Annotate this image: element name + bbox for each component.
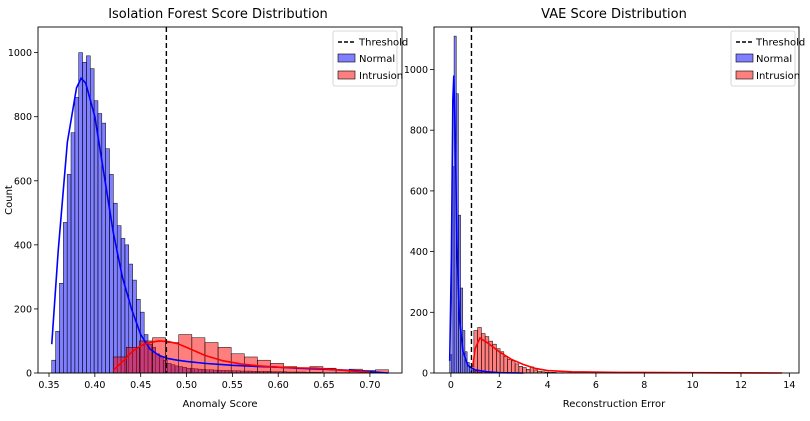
normal-bar xyxy=(116,225,122,374)
y-tick-label: 600 xyxy=(410,186,428,197)
y-tick-label: 0 xyxy=(26,369,32,380)
y-tick-label: 400 xyxy=(410,247,428,258)
y-tick-label: 200 xyxy=(410,308,428,319)
intrusion-kde-line xyxy=(112,340,370,374)
y-tick-label: 400 xyxy=(14,240,32,251)
legend-intrusion-label: Intrusion xyxy=(756,71,800,82)
x-tick-label: 8 xyxy=(641,380,647,391)
x-axis-ticks: 0.35 0.40 0.45 0.50 0.55 0.60 0.65 0.70 xyxy=(38,373,380,391)
normal-bars xyxy=(51,52,357,374)
x-tick-label: 10 xyxy=(687,380,699,391)
vae-title: VAE Score Distribution xyxy=(541,7,687,22)
normal-bar xyxy=(51,359,56,374)
normal-bar xyxy=(113,202,118,374)
y-tick-label: 200 xyxy=(14,304,32,315)
x-axis-label: Anomaly Score xyxy=(182,399,257,410)
normal-bar xyxy=(74,97,79,374)
y-axis-ticks: 0 200 400 600 800 1000 xyxy=(8,48,38,380)
intrusion-bar xyxy=(507,359,512,374)
y-axis-label: Count xyxy=(4,185,15,215)
intrusion-bars xyxy=(473,327,565,374)
legend: Threshold Normal Intrusion xyxy=(332,30,408,87)
normal-bars xyxy=(449,35,485,374)
legend-normal-swatch xyxy=(337,53,356,63)
legend-normal-label: Normal xyxy=(756,54,792,65)
intrusion-bar xyxy=(514,363,520,374)
intrusion-bar xyxy=(503,356,508,374)
x-tick-label: 0.40 xyxy=(84,380,105,391)
normal-bar xyxy=(66,174,72,374)
x-tick-label: 4 xyxy=(545,380,551,391)
x-tick-label: 0.55 xyxy=(222,380,243,391)
y-tick-label: 600 xyxy=(14,176,32,187)
plot-frame xyxy=(37,26,403,374)
x-tick-label: 0.70 xyxy=(359,380,380,391)
intrusion-bar xyxy=(178,334,193,374)
legend-threshold-label: Threshold xyxy=(755,38,805,49)
y-tick-label: 1000 xyxy=(404,65,428,76)
x-axis-label: Reconstruction Error xyxy=(563,399,666,410)
intrusion-bar xyxy=(522,367,527,374)
normal-bar xyxy=(93,100,99,374)
intrusion-bars xyxy=(112,334,389,374)
plot-frame xyxy=(433,26,800,374)
x-tick-label: 14 xyxy=(783,380,795,391)
legend-intrusion-label: Intrusion xyxy=(359,71,403,82)
isolation-forest-panel: Isolation Forest Score Distribution 0.35… xyxy=(4,7,408,410)
legend-normal-swatch xyxy=(735,53,754,63)
normal-bar xyxy=(86,55,91,374)
x-tick-label: 0.50 xyxy=(176,380,197,391)
intrusion-bar xyxy=(477,327,482,374)
intrusion-bar xyxy=(526,369,531,374)
legend: Threshold Normal Intrusion xyxy=(730,30,805,87)
legend-threshold-label: Threshold xyxy=(358,38,408,49)
y-tick-label: 800 xyxy=(14,112,32,123)
isolation-forest-title: Isolation Forest Score Distribution xyxy=(108,7,328,22)
legend-intrusion-swatch xyxy=(735,70,754,80)
x-tick-label: 0.45 xyxy=(130,380,151,391)
normal-bar xyxy=(105,148,110,374)
normal-bar xyxy=(82,61,87,374)
normal-bar xyxy=(109,174,114,374)
y-tick-label: 0 xyxy=(422,369,428,380)
normal-bar xyxy=(70,132,76,374)
x-tick-label: 6 xyxy=(593,380,599,391)
normal-bar xyxy=(78,52,83,374)
intrusion-bar xyxy=(511,360,516,374)
normal-bar xyxy=(63,222,68,374)
intrusion-bar xyxy=(533,369,538,374)
x-tick-label: 0.65 xyxy=(313,380,334,391)
intrusion-bar xyxy=(518,366,523,374)
x-tick-label: 12 xyxy=(735,380,747,391)
normal-bar xyxy=(55,331,60,374)
normal-bar xyxy=(59,283,64,374)
y-tick-label: 800 xyxy=(410,126,428,137)
x-tick-label: 0.60 xyxy=(268,380,289,391)
x-tick-label: 0 xyxy=(448,380,454,391)
intrusion-kde-line xyxy=(471,336,783,374)
x-tick-label: 2 xyxy=(496,380,502,391)
legend-intrusion-swatch xyxy=(337,70,356,80)
x-tick-label: 0.35 xyxy=(38,380,59,391)
y-axis-ticks: 0 200 400 600 800 1000 xyxy=(404,65,434,380)
vae-panel: VAE Score Distribution 0 2 4 6 8 10 12 14 0 200 4… xyxy=(404,7,805,410)
y-tick-label: 1000 xyxy=(8,48,32,59)
normal-bar xyxy=(120,238,126,374)
normal-kde-line xyxy=(448,75,524,374)
x-axis-ticks: 0 2 4 6 8 10 12 14 xyxy=(448,373,795,391)
legend-normal-label: Normal xyxy=(359,54,395,65)
